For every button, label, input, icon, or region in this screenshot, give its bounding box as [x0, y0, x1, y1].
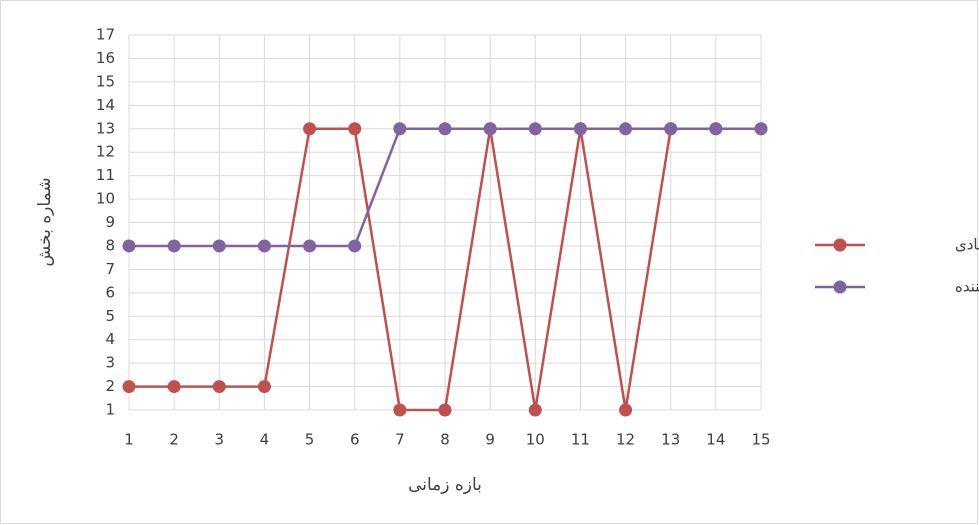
data-point — [619, 403, 633, 417]
data-point — [257, 380, 271, 394]
data-point — [664, 122, 678, 136]
data-point — [257, 239, 271, 253]
legend-marker — [833, 238, 847, 252]
data-point — [709, 122, 723, 136]
x-tick-label: 11 — [571, 431, 590, 449]
data-point — [167, 239, 181, 253]
data-point — [438, 122, 452, 136]
y-tick-label: 10 — [96, 190, 115, 208]
legend-label: پویای عادی — [955, 236, 979, 255]
y-tick-label: 11 — [96, 166, 115, 184]
y-tick-label: 12 — [96, 143, 115, 161]
x-tick-label: 10 — [526, 431, 545, 449]
data-point — [483, 122, 497, 136]
data-point — [122, 239, 136, 253]
data-point — [528, 122, 542, 136]
data-point — [348, 239, 362, 253]
legend-label: تثبیت کننده — [955, 278, 979, 296]
legend-marker — [833, 280, 847, 294]
x-tick-label: 8 — [440, 431, 450, 449]
x-tick-label: 9 — [485, 431, 495, 449]
data-point — [303, 122, 317, 136]
y-tick-label: 7 — [105, 260, 115, 278]
data-point — [438, 403, 452, 417]
y-tick-label: 8 — [105, 236, 115, 254]
data-point — [348, 122, 362, 136]
x-tick-label: 12 — [616, 431, 635, 449]
data-point — [167, 380, 181, 394]
data-point — [619, 122, 633, 136]
y-tick-label: 1 — [105, 401, 115, 419]
y-tick-label: 5 — [105, 307, 115, 325]
x-axis-label: بازه زمانی — [408, 475, 482, 495]
y-tick-label: 3 — [105, 354, 115, 372]
data-point — [754, 122, 768, 136]
data-point — [212, 380, 226, 394]
x-tick-label: 13 — [661, 431, 680, 449]
x-tick-label: 15 — [751, 431, 770, 449]
y-tick-label: 4 — [105, 330, 115, 348]
y-axis-label: شماره بخش — [35, 177, 55, 266]
data-point — [393, 403, 407, 417]
x-tick-label: 6 — [350, 431, 360, 449]
y-tick-label: 15 — [96, 72, 115, 90]
y-tick-label: 16 — [96, 49, 115, 67]
y-tick-label: 2 — [105, 377, 115, 395]
x-tick-label: 3 — [215, 431, 225, 449]
y-tick-label: 9 — [105, 213, 115, 231]
x-tick-label: 14 — [706, 431, 725, 449]
x-tick-label: 4 — [260, 431, 270, 449]
x-tick-label: 7 — [395, 431, 405, 449]
data-point — [573, 122, 587, 136]
data-point — [528, 403, 542, 417]
x-tick-label: 2 — [169, 431, 179, 449]
data-point — [122, 380, 136, 394]
y-tick-label: 13 — [96, 119, 115, 137]
x-tick-label: 5 — [305, 431, 315, 449]
y-tick-label: 14 — [96, 96, 115, 114]
y-tick-label: 17 — [96, 26, 115, 44]
data-point — [393, 122, 407, 136]
y-tick-label: 6 — [105, 283, 115, 301]
data-point — [303, 239, 317, 253]
x-tick-label: 1 — [124, 431, 134, 449]
data-point — [212, 239, 226, 253]
